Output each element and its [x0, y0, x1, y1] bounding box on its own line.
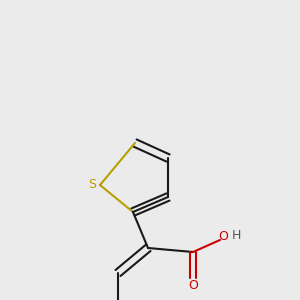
Text: O: O	[188, 279, 198, 292]
Text: S: S	[88, 178, 97, 191]
Text: O: O	[218, 230, 228, 244]
Text: H: H	[232, 229, 241, 242]
